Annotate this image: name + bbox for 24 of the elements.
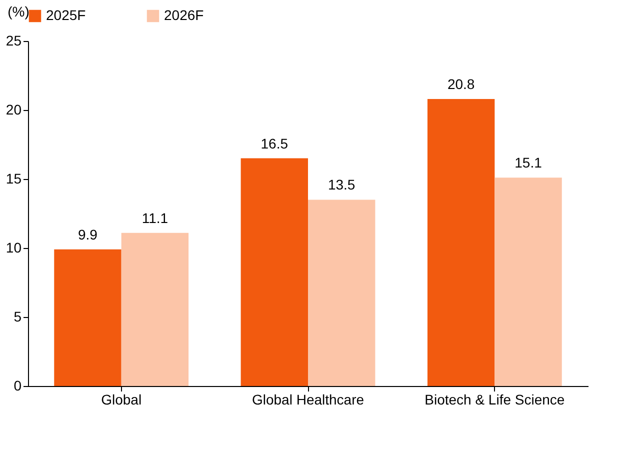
bar — [494, 178, 562, 386]
data-label: 9.9 — [78, 226, 98, 242]
data-label: 16.5 — [260, 135, 288, 152]
y-tick-label: 5 — [14, 308, 22, 324]
y-tick-label: 15 — [6, 170, 22, 186]
y-tick-label: 20 — [6, 102, 22, 118]
x-tick-label: Global Healthcare — [252, 392, 364, 408]
data-label: 20.8 — [447, 76, 475, 92]
bar — [308, 200, 376, 386]
x-tick-label: Biotech & Life Science — [424, 392, 565, 408]
legend-label: 2026F — [164, 7, 204, 23]
x-tick-label: Global — [101, 392, 142, 408]
bar — [54, 249, 122, 386]
legend-label: 2025F — [46, 7, 86, 23]
y-tick-label: 10 — [6, 240, 22, 256]
y-tick-label: 0 — [14, 378, 22, 394]
data-label: 15.1 — [514, 154, 542, 171]
y-tick-label: 25 — [6, 32, 22, 48]
bar — [121, 232, 189, 386]
bar — [427, 98, 495, 386]
bar — [240, 158, 308, 386]
y-axis-title: (%) — [8, 4, 30, 20]
data-label: 13.5 — [328, 176, 356, 193]
data-label: 11.1 — [142, 210, 168, 226]
